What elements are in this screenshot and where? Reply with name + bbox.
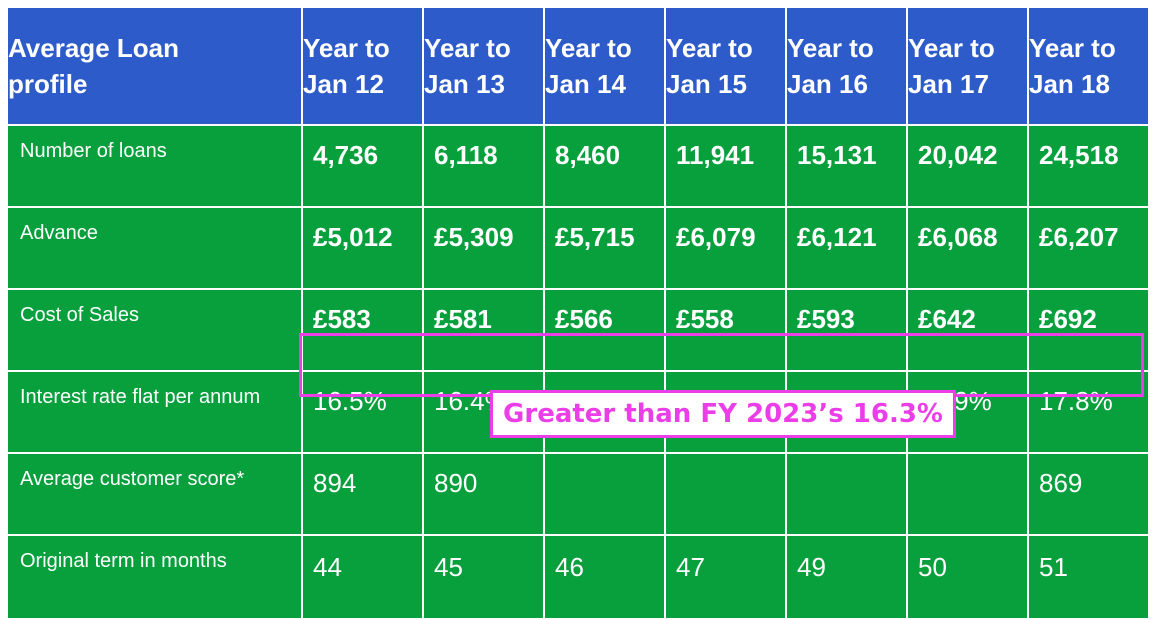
table-cell: 45 <box>422 534 545 620</box>
loan-profile-table: Average Loan profile Year to Jan 12 Year… <box>6 6 1150 620</box>
table-cell: £558 <box>664 288 787 372</box>
table-cell: £583 <box>301 288 424 372</box>
annotation-callout: Greater than FY 2023’s 16.3% <box>490 390 956 438</box>
table-cell: £6,121 <box>785 206 908 290</box>
table-cell: 869 <box>1027 452 1150 536</box>
table-cell: 46 <box>543 534 666 620</box>
table-cell: 6,118 <box>422 124 545 208</box>
table-row-customer-score: Average customer score* 894 890 869 <box>6 452 1150 536</box>
table-cell: 47 <box>664 534 787 620</box>
column-header: Year to Jan 14 <box>543 6 666 126</box>
table-cell <box>785 452 908 536</box>
column-header: Year to Jan 18 <box>1027 6 1150 126</box>
table-cell: 20,042 <box>906 124 1029 208</box>
table-cell: 8,460 <box>543 124 666 208</box>
column-header: Year to Jan 13 <box>422 6 545 126</box>
table-cell: 4,736 <box>301 124 424 208</box>
table-row-cost-of-sales: Cost of Sales £583 £581 £566 £558 £593 £… <box>6 288 1150 372</box>
table-row-advance: Advance £5,012 £5,309 £5,715 £6,079 £6,1… <box>6 206 1150 290</box>
column-header: Year to Jan 16 <box>785 6 908 126</box>
table-cell: 16.5% <box>301 370 424 454</box>
table-cell: 894 <box>301 452 424 536</box>
table-cell: 44 <box>301 534 424 620</box>
table-cell: 15,131 <box>785 124 908 208</box>
table-cell <box>664 452 787 536</box>
table-cell: £5,309 <box>422 206 545 290</box>
column-header: Year to Jan 17 <box>906 6 1029 126</box>
table-cell: £5,012 <box>301 206 424 290</box>
table-cell: £642 <box>906 288 1029 372</box>
table-cell <box>543 452 666 536</box>
table-cell: £692 <box>1027 288 1150 372</box>
row-label: Average customer score* <box>6 452 303 536</box>
row-label: Interest rate flat per annum <box>6 370 303 454</box>
table-cell: £566 <box>543 288 666 372</box>
column-header: Year to Jan 12 <box>301 6 424 126</box>
row-label: Number of loans <box>6 124 303 208</box>
table-cell: 11,941 <box>664 124 787 208</box>
column-header: Year to Jan 15 <box>664 6 787 126</box>
header-row: Average Loan profile Year to Jan 12 Year… <box>6 6 1150 126</box>
row-label: Advance <box>6 206 303 290</box>
row-label: Original term in months <box>6 534 303 620</box>
row-label: Cost of Sales <box>6 288 303 372</box>
table-row-original-term: Original term in months 44 45 46 47 49 5… <box>6 534 1150 620</box>
table-cell: £593 <box>785 288 908 372</box>
table-cell: 17.8% <box>1027 370 1150 454</box>
table-cell: 51 <box>1027 534 1150 620</box>
table-cell: £5,715 <box>543 206 666 290</box>
table-cell: £581 <box>422 288 545 372</box>
table-cell: 50 <box>906 534 1029 620</box>
table-cell: £6,079 <box>664 206 787 290</box>
corner-header: Average Loan profile <box>6 6 303 126</box>
table-cell: 24,518 <box>1027 124 1150 208</box>
table-cell <box>906 452 1029 536</box>
table-cell: 49 <box>785 534 908 620</box>
table-cell: 890 <box>422 452 545 536</box>
table-cell: £6,068 <box>906 206 1029 290</box>
table-row-number-of-loans: Number of loans 4,736 6,118 8,460 11,941… <box>6 124 1150 208</box>
table-cell: £6,207 <box>1027 206 1150 290</box>
